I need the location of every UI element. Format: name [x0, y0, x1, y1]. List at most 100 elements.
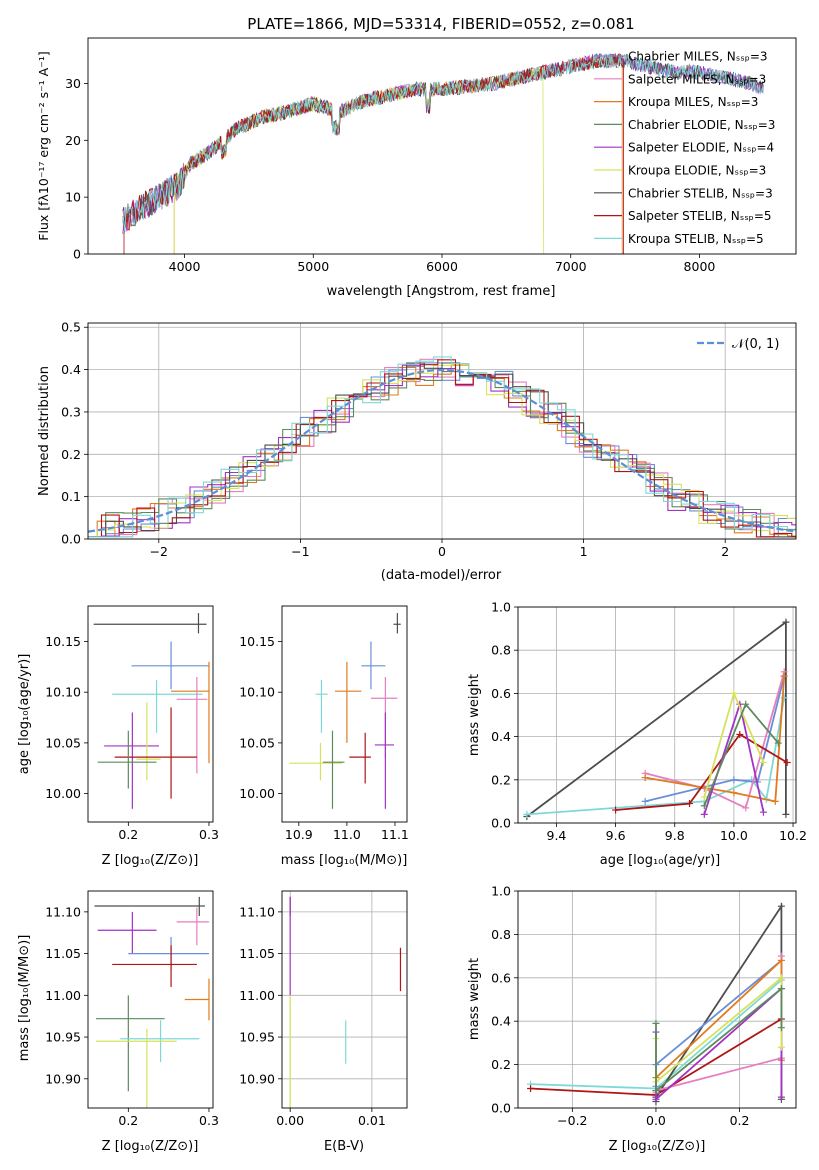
- massweight-vs-z-panel: Z [log₁₀(Z/Z⊙)] mass weight −0.2 0.0 0.2 0.…: [467, 884, 797, 1154]
- legend-label-kroupa_stelib: Kroupa STELIB, Nₛₛₚ=5: [628, 232, 764, 246]
- y-tick-label: 10.95: [239, 1030, 275, 1045]
- legend-label-salpeter_elodie: Salpeter ELODIE, Nₛₛₚ=4: [628, 141, 774, 155]
- y-tick-label: 0.4: [61, 362, 81, 377]
- y-tick-label: 0.2: [61, 447, 81, 462]
- spectrum-line-salpeter_stelib: [123, 53, 624, 254]
- chart-title: PLATE=1866, MJD=53314, FIBERID=0552, z=0…: [247, 15, 634, 33]
- spectrum-line-kroupa_stelib: [122, 53, 764, 232]
- spectrum-line-kroupa_miles: [173, 52, 623, 254]
- legend-label-kroupa_miles: Kroupa MILES, Nₛₛₚ=3: [628, 95, 758, 109]
- series-marker-chabrier_elodie: [777, 1024, 785, 1032]
- series-marker-salpeter_stelib: [686, 800, 694, 808]
- y-tick-label: 10.00: [45, 786, 81, 801]
- series-line-chabrier_elodie: [655, 986, 783, 1093]
- y-tick-label: 0.6: [491, 970, 511, 985]
- y-tick-label: 0: [73, 247, 81, 262]
- series-marker-kroupa_elodie: [777, 974, 785, 982]
- age-mass-xlabel: mass [log₁₀(M/M⊙)]: [281, 853, 408, 868]
- series-marker-salpeter_miles: [742, 804, 750, 812]
- y-tick-label: 0.2: [491, 1057, 511, 1072]
- y-tick-label: 11.00: [239, 988, 275, 1003]
- series-line-chabrier_miles: [644, 675, 786, 803]
- mw-z-ylabel: mass weight: [467, 958, 482, 1040]
- histogram-chabrier_miles: [88, 362, 796, 538]
- series-line-salpeter_stelib: [615, 733, 788, 811]
- y-tick-label: 10.05: [239, 735, 275, 750]
- y-tick-label: 10.00: [239, 786, 275, 801]
- y-tick-label: 0.1: [61, 489, 81, 504]
- y-tick-label: 10.10: [45, 685, 81, 700]
- y-tick-label: 0.0: [491, 816, 511, 831]
- mw-age-ylabel: mass weight: [467, 674, 482, 756]
- x-tick-label: −1: [291, 544, 309, 559]
- series-marker-kroupa_miles: [641, 774, 649, 782]
- legend-label-chabrier_miles: Chabrier MILES, Nₛₛₚ=3: [628, 50, 768, 64]
- series-line-salpeter_elodie: [655, 986, 783, 1102]
- y-tick-label: 10: [65, 190, 81, 205]
- series-marker-chabrier_miles: [641, 797, 649, 805]
- axes-frame: [87, 322, 797, 540]
- series-marker-chabrier_elodie: [700, 802, 708, 810]
- y-tick-label: 1.0: [491, 884, 511, 899]
- y-tick-label: 11.00: [45, 988, 81, 1003]
- axes-frame: [281, 890, 408, 1109]
- series-marker-chabrier_miles: [730, 776, 738, 784]
- residuals-panel: (data-model)/error Normed distribution −…: [37, 320, 797, 583]
- mass-z-xlabel: Z [log₁₀(Z/Z⊙)]: [102, 1139, 199, 1154]
- series-marker-salpeter_stelib: [527, 1084, 535, 1092]
- x-tick-label: 0: [438, 544, 446, 559]
- x-tick-label: 0.3: [199, 1113, 219, 1128]
- series-line-salpeter_miles: [644, 671, 786, 810]
- histogram-salpeter_elodie: [88, 364, 796, 538]
- y-tick-label: 11.10: [45, 904, 81, 919]
- histogram-kroupa_stelib: [88, 356, 796, 538]
- legend-label-normal: 𝒩(0, 1): [732, 337, 779, 352]
- series-marker-chabrier_stelib: [782, 810, 790, 818]
- x-tick-label: 6000: [426, 259, 458, 274]
- spectrum-xlabel: wavelength [Angstrom, rest frame]: [327, 284, 556, 299]
- histogram-salpeter_stelib: [88, 359, 796, 538]
- mw-z-xlabel: Z [log₁₀(Z/Z⊙)]: [609, 1139, 706, 1154]
- age-vs-mass-panel: mass [log₁₀(M/M⊙)] 10.9 11.0 11.1 10.00 10.0…: [239, 605, 409, 868]
- spectrum-ylabel: Flux [fλ10⁻¹⁷ erg cm⁻² s⁻¹ A⁻¹]: [36, 51, 51, 240]
- mass-z-ylabel: mass [log₁₀(M/M⊙)]: [17, 935, 32, 1062]
- series-line-kroupa_miles: [645, 676, 786, 803]
- legend-label-chabrier_elodie: Chabrier ELODIE, Nₛₛₚ=3: [628, 118, 775, 132]
- series-marker-kroupa_miles: [777, 956, 785, 964]
- series-marker-chabrier_elodie: [777, 985, 785, 993]
- axes-frame: [87, 890, 214, 1109]
- x-tick-label: 0.01: [358, 1113, 386, 1128]
- age-z-xlabel: Z [log₁₀(Z/Z⊙)]: [102, 853, 199, 868]
- series-line-chabrier_stelib: [526, 620, 787, 818]
- series-marker-salpeter_elodie: [652, 1095, 660, 1103]
- massweight-vs-age-panel: age [log₁₀(age/yr)] mass weight 9.4 9.6 9.…: [467, 600, 807, 869]
- y-tick-label: 10.90: [45, 1071, 81, 1086]
- legend-label-salpeter_stelib: Salpeter STELIB, Nₛₛₚ=5: [628, 209, 772, 223]
- x-tick-label: 0.2: [118, 827, 138, 842]
- x-tick-label: 10.0: [720, 828, 748, 843]
- series-marker-kroupa_elodie: [730, 689, 738, 697]
- series-marker-kroupa_miles: [771, 797, 779, 805]
- axes-frame: [87, 37, 797, 255]
- y-tick-label: 20: [65, 133, 81, 148]
- legend-label-chabrier_stelib: Chabrier STELIB, Nₛₛₚ=3: [628, 186, 773, 200]
- x-tick-label: 2: [721, 544, 729, 559]
- y-tick-label: 10.15: [45, 634, 81, 649]
- y-tick-label: 0.3: [61, 404, 81, 419]
- series-marker-chabrier_elodie: [774, 739, 782, 747]
- histogram-salpeter_miles: [88, 358, 796, 538]
- spectrum-panel: PLATE=1866, MJD=53314, FIBERID=0552, z=0…: [36, 15, 797, 299]
- y-tick-label: 0.0: [491, 1101, 511, 1116]
- mass-vs-ebv-panel: E(B-V) 0.00 0.01 10.90 10.95 11.00 11.05 11.10: [239, 890, 408, 1154]
- legend-label-kroupa_elodie: Kroupa ELODIE, Nₛₛₚ=3: [628, 164, 766, 178]
- x-tick-label: 0.2: [730, 1113, 750, 1128]
- spectrum-line-kroupa_elodie: [173, 66, 545, 254]
- series-marker-salpeter_stelib: [612, 806, 620, 814]
- x-tick-label: 0.2: [118, 1113, 138, 1128]
- series-marker-salpeter_elodie: [777, 1093, 785, 1101]
- y-tick-label: 11.05: [45, 946, 81, 961]
- x-tick-label: 11.1: [381, 827, 409, 842]
- histogram-chabrier_stelib: [88, 362, 796, 538]
- x-tick-label: 7000: [555, 259, 587, 274]
- x-tick-label: 10.2: [779, 828, 807, 843]
